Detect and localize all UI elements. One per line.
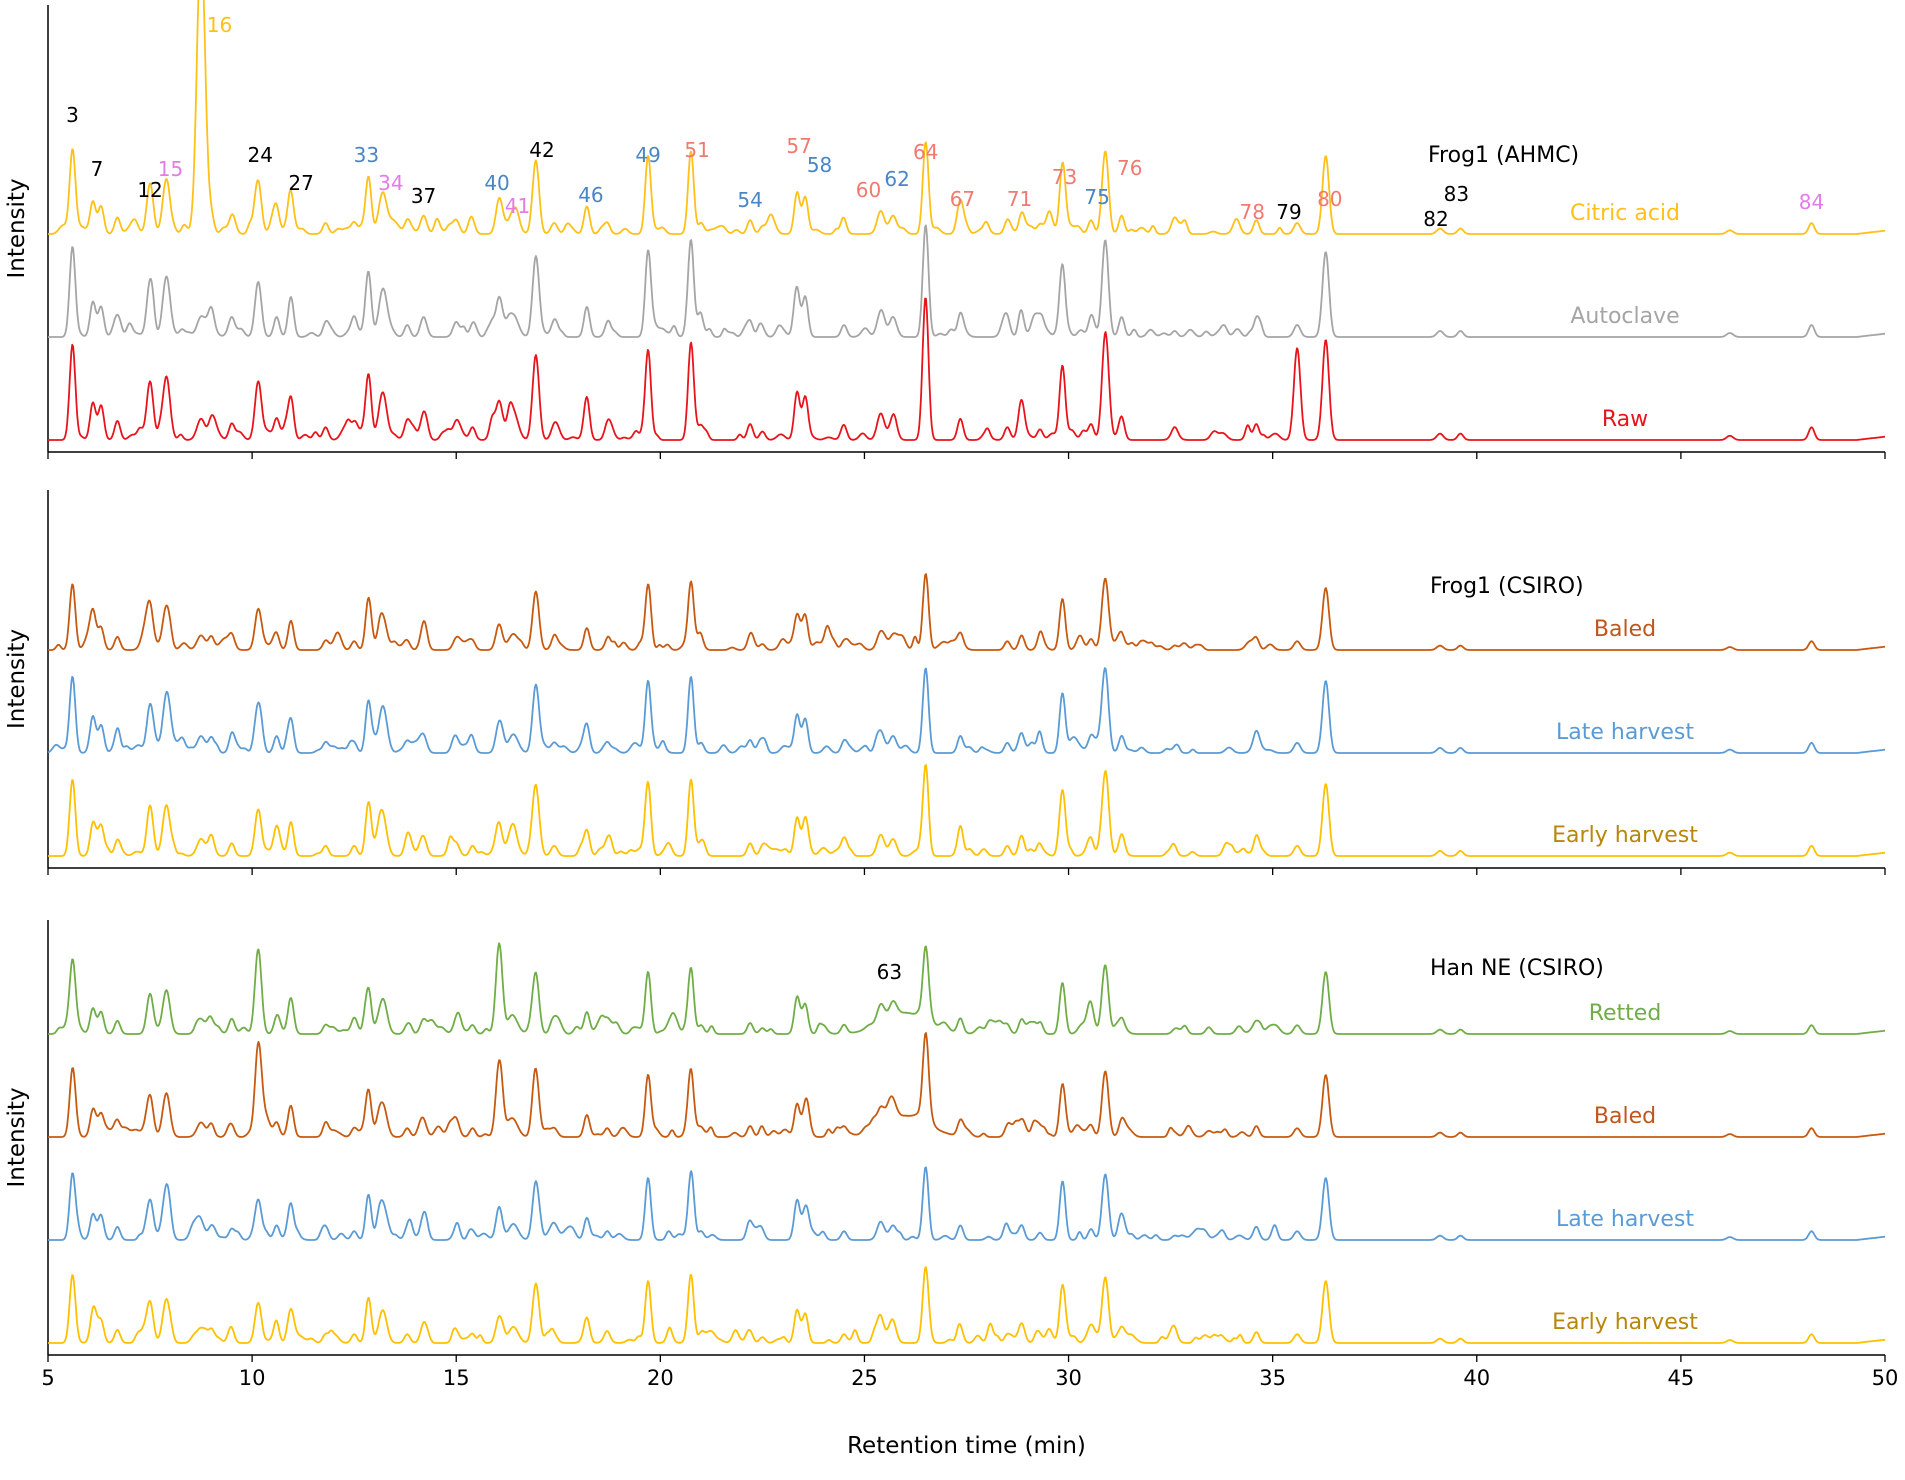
peak-number-label: 49 — [635, 143, 660, 167]
peak-number-label: 33 — [354, 143, 379, 167]
series — [47, 0, 1886, 1344]
peak-number-label: 62 — [884, 167, 909, 191]
peak-number-label: 75 — [1084, 185, 1109, 209]
series-label: Baled — [1594, 617, 1656, 642]
x-tick-label: 35 — [1259, 1366, 1286, 1390]
peak-number-label: 27 — [288, 171, 313, 195]
peak-number-label: 15 — [158, 157, 183, 181]
peak-number-label: 83 — [1444, 182, 1469, 206]
panel-title: Frog1 (AHMC) — [1428, 143, 1579, 168]
series-line — [47, 942, 1886, 1035]
series-label: Early harvest — [1552, 1310, 1698, 1335]
peak-number-label: 76 — [1117, 156, 1142, 180]
series-line — [47, 224, 1886, 338]
series-line — [47, 764, 1886, 857]
peak-number-label: 58 — [807, 153, 832, 177]
x-tick-label: 10 — [239, 1366, 266, 1390]
peak-number-label: 7 — [91, 157, 104, 181]
peak-number-label: 42 — [529, 138, 554, 162]
series-label: Early harvest — [1552, 823, 1698, 848]
peak-number-label: 78 — [1240, 200, 1265, 224]
series-label: Late harvest — [1556, 1207, 1694, 1232]
peak-number-label: 63 — [877, 960, 902, 984]
y-axis-label: Intensity — [4, 629, 30, 729]
x-tick-label: 30 — [1055, 1366, 1082, 1390]
peak-number-label: 46 — [578, 183, 603, 207]
peak-number-label: 12 — [137, 178, 162, 202]
peak-number-label: 73 — [1052, 165, 1077, 189]
x-tick-label: 15 — [443, 1366, 470, 1390]
peak-number-label: 41 — [505, 194, 530, 218]
series-line — [47, 0, 1886, 235]
peak-number-label: 40 — [484, 171, 509, 195]
series-line — [47, 1166, 1886, 1241]
peak-number-label: 64 — [913, 140, 938, 164]
x-tick-label: 50 — [1872, 1366, 1899, 1390]
peak-number-label: 51 — [684, 138, 709, 162]
peak-number-label: 54 — [737, 188, 762, 212]
panel-title: Han NE (CSIRO) — [1430, 956, 1604, 981]
x-tick-label: 20 — [647, 1366, 674, 1390]
peak-number-label: 80 — [1317, 187, 1342, 211]
series-label: Retted — [1589, 1001, 1662, 1026]
series-line — [47, 667, 1886, 754]
peak-number-label: 60 — [856, 178, 881, 202]
peak-number-label: 84 — [1799, 190, 1824, 214]
x-tick-label: 45 — [1668, 1366, 1695, 1390]
series-label: Autoclave — [1570, 304, 1679, 329]
peak-number-label: 34 — [378, 171, 403, 195]
y-axis-label: Intensity — [4, 1087, 30, 1187]
peak-number-label: 79 — [1276, 200, 1301, 224]
peak-number-label: 16 — [207, 13, 232, 37]
peak-number-label: 3 — [66, 103, 79, 127]
peak-number-label: 71 — [1007, 187, 1032, 211]
x-tick-label: 25 — [851, 1366, 878, 1390]
series-line — [47, 1032, 1886, 1138]
series-label: Citric acid — [1570, 201, 1680, 226]
series-label: Late harvest — [1556, 720, 1694, 745]
series-label: Raw — [1602, 407, 1648, 432]
series-line — [47, 297, 1886, 441]
peak-number-label: 24 — [248, 143, 273, 167]
peak-number-label: 67 — [950, 187, 975, 211]
x-axis-label: Retention time (min) — [847, 1433, 1086, 1459]
peak-number-label: 57 — [786, 134, 811, 158]
x-tick-label: 5 — [41, 1366, 54, 1390]
series-line — [47, 573, 1886, 651]
peak-number-label: 82 — [1423, 207, 1448, 231]
x-tick-label: 40 — [1463, 1366, 1490, 1390]
series-label: Baled — [1594, 1104, 1656, 1129]
y-axis-label: Intensity — [4, 178, 30, 278]
labels: Intensity Frog1 (AHMC) Citric acid Autoclav… — [4, 13, 1898, 1459]
panel-title: Frog1 (CSIRO) — [1430, 574, 1584, 599]
series-line — [47, 1266, 1886, 1344]
peak-number-label: 37 — [411, 184, 436, 208]
